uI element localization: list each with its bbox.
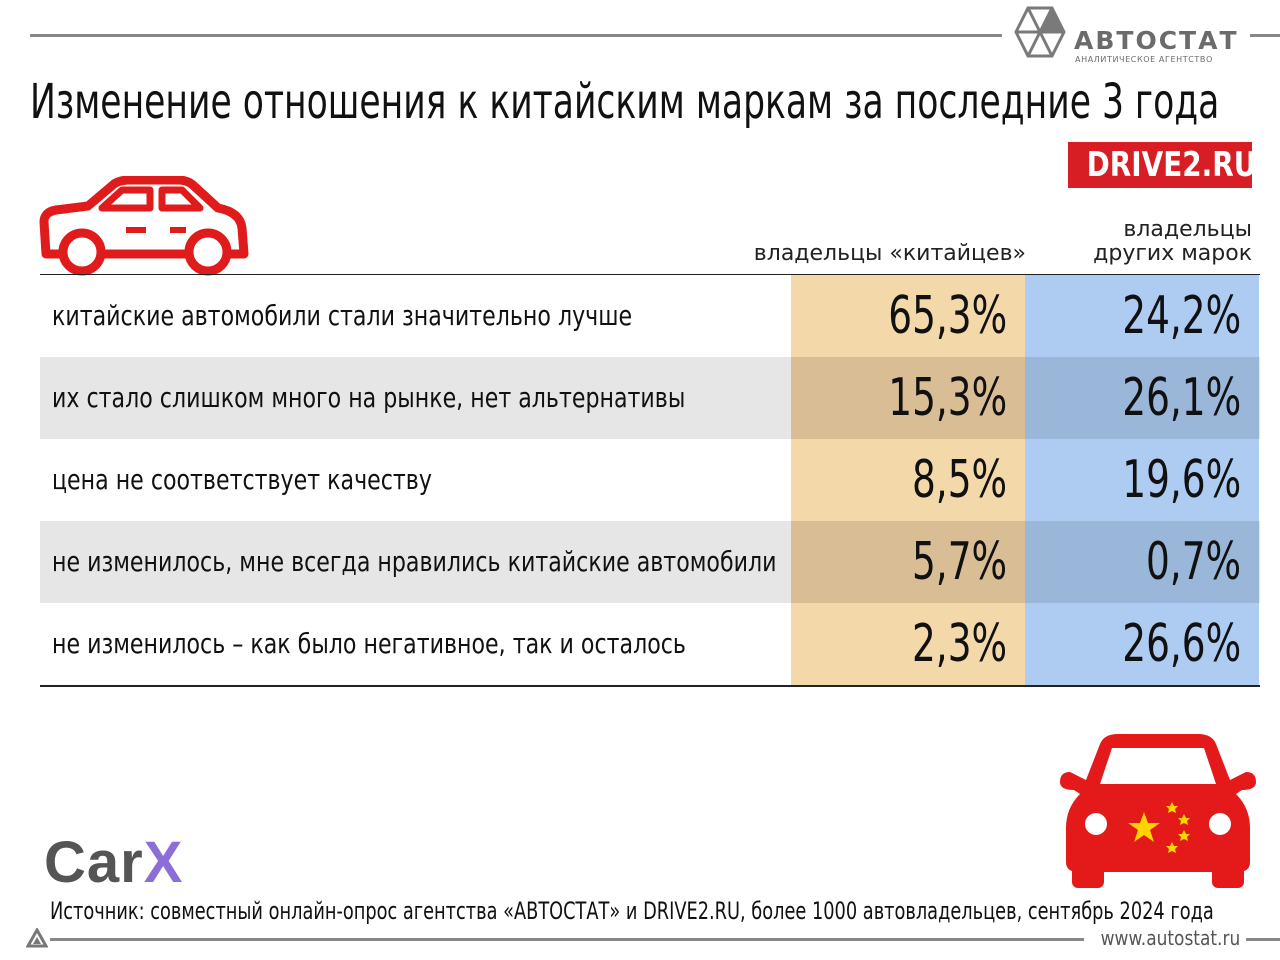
results-table: китайские автомобили стали значительно л… — [40, 275, 1260, 687]
cell-other: 19,6% — [1025, 439, 1259, 521]
cell-china: 15,3% — [791, 357, 1025, 439]
value-china: 15,3% — [888, 368, 1007, 428]
cell-other: 24,2% — [1025, 275, 1259, 357]
carx-logo-x: X — [143, 830, 184, 895]
row-label: не изменилось – как было негативное, так… — [52, 627, 686, 660]
table-row: китайские автомобили стали значительно л… — [40, 275, 1260, 357]
value-other: 0,7% — [1145, 532, 1241, 592]
value-china: 5,7% — [911, 532, 1007, 592]
bottom-divider — [50, 938, 1084, 941]
cell-china: 65,3% — [791, 275, 1025, 357]
drive2-badge: DRIVE2.RU — [1068, 142, 1252, 188]
logo-subtitle: АНАЛИТИЧЕСКОЕ АГЕНТСТВО — [1075, 55, 1213, 64]
value-china: 65,3% — [888, 286, 1007, 346]
page-title: Изменение отношения к китайским маркам з… — [30, 74, 1220, 130]
row-label: их стало слишком много на рынке, нет аль… — [52, 381, 686, 414]
column-header-other-line1: владельцы — [1123, 217, 1252, 242]
column-header-china-owners: владельцы «китайцев» — [753, 241, 1026, 266]
car-outline-icon — [39, 176, 249, 276]
table-row: их стало слишком много на рынке, нет аль… — [40, 357, 1260, 439]
column-header-other-owners: владельцы других марок — [1093, 218, 1252, 266]
value-other: 19,6% — [1122, 450, 1241, 510]
logo-name: АВТОСТАТ — [1074, 26, 1239, 55]
table-bottom-rule — [40, 685, 1260, 687]
source-note: Источник: совместный онлайн-опрос агентс… — [50, 897, 1214, 925]
top-divider-right — [1250, 34, 1280, 37]
drive2-badge-text: DRIVE2.RU — [1086, 145, 1252, 185]
row-label: не изменилось, мне всегда нравились кита… — [52, 545, 777, 578]
cell-other: 0,7% — [1025, 521, 1259, 603]
cell-other: 26,6% — [1025, 603, 1259, 685]
carx-logo: CarX — [44, 832, 183, 894]
website-link[interactable]: www.autostat.ru — [1100, 926, 1240, 950]
value-other: 26,6% — [1122, 614, 1241, 674]
value-other: 24,2% — [1122, 286, 1241, 346]
cell-china: 5,7% — [791, 521, 1025, 603]
carx-logo-car: Car — [44, 830, 144, 895]
column-header-other-line2: других марок — [1093, 241, 1252, 266]
value-china: 8,5% — [911, 450, 1007, 510]
autostat-logo: АВТОСТАТ АНАЛИТИЧЕСКОЕ АГЕНТСТВО — [1008, 2, 1252, 64]
table-row: не изменилось, мне всегда нравились кита… — [40, 521, 1260, 603]
row-label: цена не соответствует качеству — [52, 463, 432, 496]
table-row: не изменилось – как было негативное, так… — [40, 603, 1260, 685]
chinese-car-icon — [1060, 734, 1256, 888]
autostat-logo-icon — [1014, 6, 1066, 58]
value-other: 26,1% — [1122, 368, 1241, 428]
cell-china: 2,3% — [791, 603, 1025, 685]
top-divider — [30, 34, 1002, 37]
header-rule — [40, 274, 1260, 275]
value-china: 2,3% — [911, 614, 1007, 674]
bottom-divider-right — [1246, 938, 1280, 941]
triangle-logo-icon — [26, 928, 48, 948]
cell-china: 8,5% — [791, 439, 1025, 521]
table-row: цена не соответствует качеству 8,5% 19,6… — [40, 439, 1260, 521]
row-label: китайские автомобили стали значительно л… — [52, 299, 633, 332]
cell-other: 26,1% — [1025, 357, 1259, 439]
